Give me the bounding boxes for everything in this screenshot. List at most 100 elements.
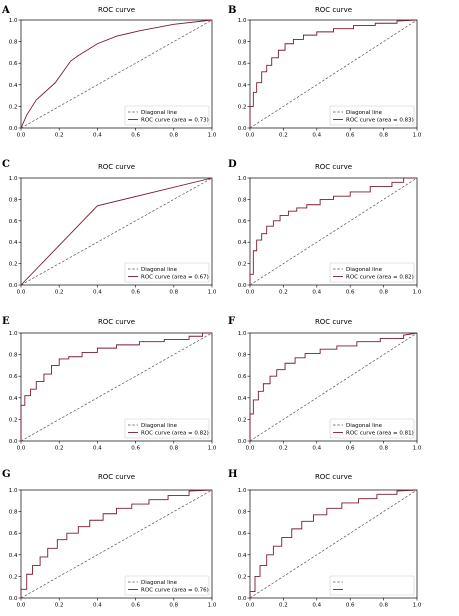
legend-label: Diagonal line	[346, 110, 383, 116]
x-tick-label: 0.2	[55, 290, 64, 296]
plot-frame	[20, 19, 213, 129]
panel-letter: B	[228, 5, 236, 16]
plot-frame	[249, 19, 418, 129]
y-tick-label: 0.0	[9, 126, 18, 132]
x-tick-label: 0.2	[55, 603, 64, 609]
panel-letter: H	[228, 469, 237, 480]
legend-label: Diagonal line	[141, 580, 178, 586]
x-tick-label: 0.6	[346, 290, 355, 296]
panel-e: E ROC curve 0.0 0.2 0.4 0.6 0.8 1.0 0.0 0.2 0.4 0.6…	[2, 316, 217, 452]
y-tick-label: 0.6	[9, 374, 18, 380]
x-tick-label: 0.6	[131, 290, 140, 296]
y-tick-label: 1.0	[9, 331, 18, 337]
x-tick-label: 0.0	[17, 446, 26, 452]
chart-title: ROC curve	[315, 6, 352, 14]
legend-label: Diagonal line	[346, 267, 383, 273]
x-tick-label: 0.6	[346, 603, 355, 609]
legend-box	[329, 262, 415, 283]
y-tick-label: 0.2	[9, 262, 18, 268]
y-tick-label: 0.8	[238, 40, 247, 46]
panel-letter: G	[2, 469, 11, 480]
panel-g: G ROC curve 0.0 0.2 0.4 0.6 0.8 1.0 0.0 0.2 0.4 0.6…	[2, 469, 217, 609]
y-tick-label: 0.0	[238, 126, 247, 132]
panel-a: A ROC curve 0.0 0.2 0.4 0.6 0.8 1.0 0.0 0.2 0.4 0.6…	[1, 5, 217, 139]
chart-title: ROC curve	[98, 163, 135, 171]
legend-label: Diagonal line	[141, 267, 178, 273]
legend-label: ROC curve (area = 0.81)	[346, 431, 414, 437]
x-tick-label: 0.4	[312, 133, 321, 139]
plot-frame	[249, 489, 418, 599]
panel-h: H ROC curve 0.0 0.2 0.4 0.6 0.8 1.0 0.0 0.2 0.4 0.6…	[228, 469, 422, 609]
y-tick-label: 0.0	[9, 439, 18, 445]
y-tick-label: 0.4	[9, 396, 18, 402]
y-tick-label: 0.2	[238, 574, 247, 580]
chart-title: ROC curve	[98, 6, 135, 14]
x-tick-label: 0.2	[279, 290, 288, 296]
x-tick-label: 1.0	[208, 290, 217, 296]
x-tick-label: 0.6	[131, 446, 140, 452]
y-tick-label: 0.2	[9, 104, 18, 110]
legend-label: Diagonal line	[141, 423, 178, 429]
x-tick-label: 0.0	[246, 290, 255, 296]
chart-title: ROC curve	[98, 473, 135, 481]
x-tick-label: 0.4	[93, 446, 102, 452]
x-tick-label: 0.0	[246, 603, 255, 609]
panel-b: B ROC curve 0.0 0.2 0.4 0.6 0.8 1.0 0.0 0.2 0.4 0.6…	[228, 5, 422, 139]
x-tick-label: 0.8	[169, 133, 178, 139]
y-tick-label: 0.0	[238, 283, 247, 289]
diagonal-line	[20, 332, 213, 442]
panel-c: C ROC curve 0.0 0.2 0.4 0.6 0.8 1.0 0.0 0.2 0.4 0.6…	[2, 159, 217, 296]
y-tick-label: 0.6	[238, 531, 247, 537]
x-tick-label: 0.4	[312, 290, 321, 296]
x-tick-label: 0.6	[346, 446, 355, 452]
y-tick-label: 0.0	[9, 283, 18, 289]
plot-frame	[20, 332, 213, 442]
x-tick-label: 0.0	[246, 446, 255, 452]
y-tick-label: 0.8	[9, 510, 18, 516]
x-tick-label: 0.2	[55, 446, 64, 452]
x-tick-label: 0.0	[17, 290, 26, 296]
legend-label: Diagonal line	[141, 110, 178, 116]
y-tick-label: 1.0	[238, 488, 247, 494]
y-tick-label: 0.2	[238, 417, 247, 423]
y-tick-label: 0.6	[9, 531, 18, 537]
chart-title: ROC curve	[315, 473, 352, 481]
legend-box	[124, 105, 210, 126]
x-tick-label: 0.0	[17, 133, 26, 139]
x-tick-label: 0.8	[169, 290, 178, 296]
x-tick-label: 0.8	[379, 446, 388, 452]
y-tick-label: 0.4	[9, 83, 18, 89]
legend-label: ROC curve (area = 0.76)	[141, 588, 209, 594]
roc-curve	[20, 332, 212, 441]
legend-box	[329, 105, 415, 126]
y-tick-label: 0.8	[9, 40, 18, 46]
legend-label: ROC curve (area = 0.67)	[141, 275, 209, 281]
plot-frame	[249, 177, 418, 286]
x-tick-label: 0.4	[93, 133, 102, 139]
y-tick-label: 0.0	[9, 596, 18, 602]
roc-curve	[20, 19, 213, 129]
y-tick-label: 0.4	[238, 396, 247, 402]
legend-label: ROC curve (area = 0.73)	[141, 118, 209, 124]
y-tick-label: 0.4	[238, 83, 247, 89]
x-tick-label: 0.2	[279, 133, 288, 139]
panel-letter: C	[2, 159, 10, 170]
x-tick-label: 0.6	[131, 133, 140, 139]
chart-title: ROC curve	[98, 318, 135, 326]
panel-letter: F	[228, 316, 235, 327]
y-tick-label: 0.2	[9, 417, 18, 423]
legend-box	[329, 418, 415, 439]
diagonal-line	[249, 177, 418, 286]
x-tick-label: 0.6	[346, 133, 355, 139]
panel-letter: E	[2, 316, 10, 327]
legend-label: ROC curve (area = 0.82)	[141, 431, 209, 437]
y-tick-label: 0.8	[238, 353, 247, 359]
panel-f: F ROC curve 0.0 0.2 0.4 0.6 0.8 1.0 0.0 0.2 0.4 0.6…	[228, 316, 422, 452]
y-tick-label: 0.8	[238, 197, 247, 203]
legend-label: ROC curve (area = 0.82)	[346, 275, 414, 281]
y-tick-label: 0.4	[9, 240, 18, 246]
y-tick-label: 0.4	[9, 553, 18, 559]
y-tick-label: 0.6	[238, 219, 247, 225]
y-tick-label: 0.6	[9, 219, 18, 225]
y-tick-label: 0.2	[238, 104, 247, 110]
